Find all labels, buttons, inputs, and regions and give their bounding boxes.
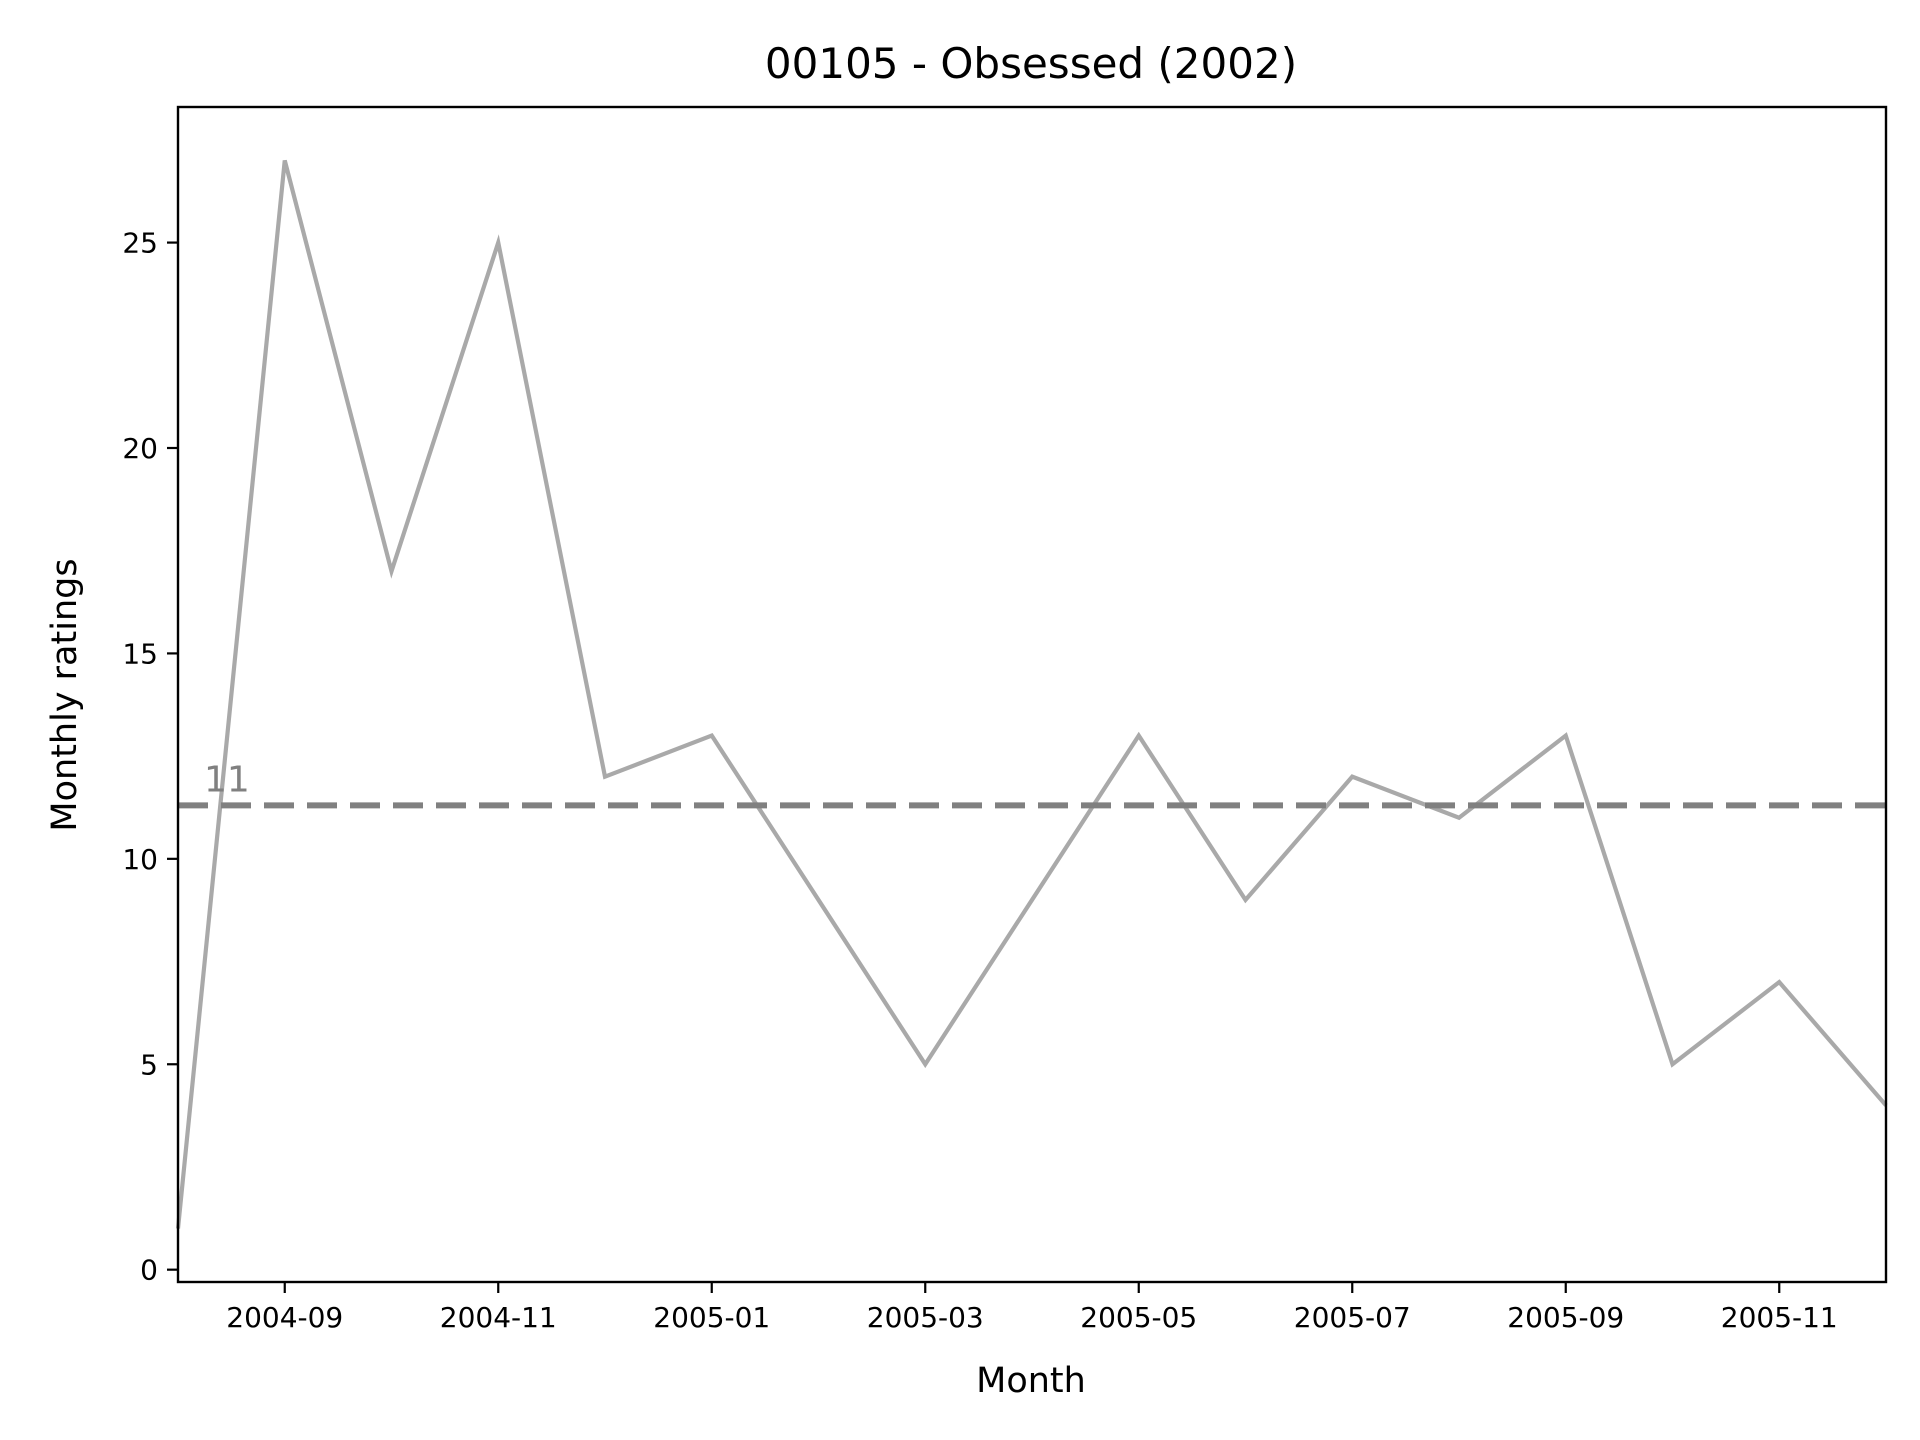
axes-frame bbox=[176, 105, 1888, 1284]
x-tick-label: 2004-11 bbox=[440, 1301, 557, 1334]
plot-area: 11 0 5 10 15 20 25 2004-09 2004-11 2005-01 2005-03… bbox=[122, 105, 1888, 1334]
x-tick-label: 2005-05 bbox=[1080, 1301, 1197, 1334]
y-tick-label: 10 bbox=[122, 843, 158, 876]
x-tick-label: 2004-09 bbox=[226, 1301, 343, 1334]
chart-title: 00105 - Obsessed (2002) bbox=[765, 39, 1297, 88]
x-tick-label: 2005-01 bbox=[653, 1301, 770, 1334]
y-axis-label: Monthly ratings bbox=[45, 558, 85, 831]
y-tick-label: 25 bbox=[122, 227, 158, 260]
x-tick-label: 2005-03 bbox=[867, 1301, 984, 1334]
series-line-0 bbox=[175, 159, 1888, 1229]
y-tick-label: 20 bbox=[122, 432, 158, 465]
x-axis-label: Month bbox=[976, 1361, 1086, 1401]
x-tick-label: 2005-11 bbox=[1721, 1301, 1838, 1334]
y-tick-label: 5 bbox=[140, 1048, 158, 1081]
y-tick-label: 15 bbox=[122, 637, 158, 670]
reference-line-label: 11 bbox=[204, 759, 250, 800]
x-tick-label: 2005-07 bbox=[1294, 1301, 1411, 1334]
y-tick-label: 0 bbox=[140, 1254, 158, 1287]
x-tick-label: 2005-09 bbox=[1507, 1301, 1624, 1334]
